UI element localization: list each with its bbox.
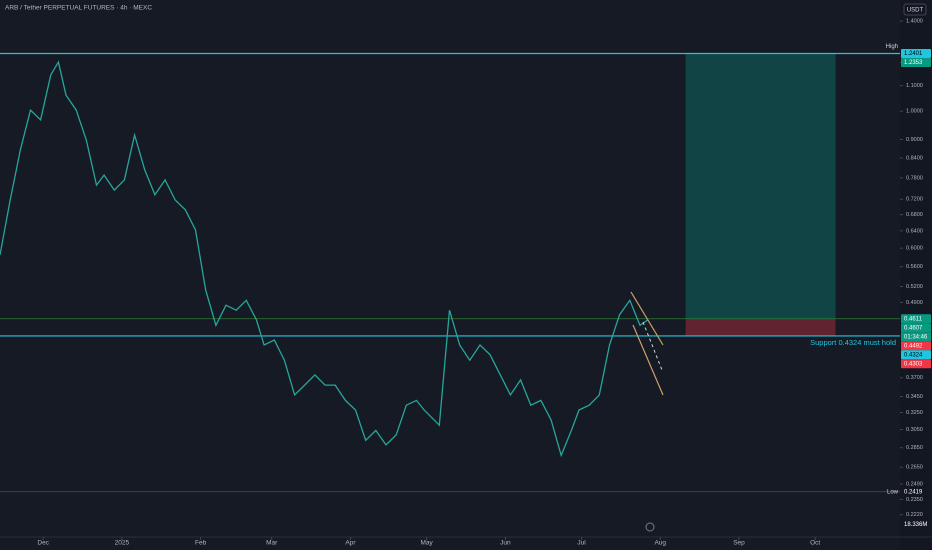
y-tick-label: 0.3700: [906, 375, 923, 381]
currency[interactable]: USDT: [907, 8, 924, 14]
y-tick-label: 1.0000: [906, 109, 923, 115]
y-tick-label: 0.3250: [906, 410, 923, 416]
y-tick-label: 0.6800: [906, 212, 923, 218]
countdown: 01:34:46: [904, 334, 928, 340]
x-tick-label: Dec: [37, 540, 49, 547]
stop-zone: [685, 318, 836, 336]
y-tick-label: 0.6000: [906, 246, 923, 252]
projection: [642, 321, 663, 371]
y-tick-label: 0.3050: [906, 427, 923, 433]
price-tag-label: 0.4324: [904, 352, 923, 358]
price-tag: [901, 487, 931, 497]
price-tag: [901, 314, 931, 324]
high-label: High: [886, 44, 898, 50]
replay-icon[interactable]: [645, 522, 655, 532]
y-tick-label: 0.8400: [906, 155, 923, 161]
price-tag-label: 0.2419: [904, 489, 923, 495]
price-tag-label: 0.4492: [904, 343, 923, 349]
wedge-line: [630, 291, 664, 346]
price-axis: [900, 0, 932, 550]
wedge-line: [632, 324, 664, 396]
plot: [0, 52, 900, 493]
y-tick-label: 0.2350: [906, 497, 923, 503]
price-tag-label: 0.4611: [904, 316, 923, 322]
price-tag-label: 1.2353: [904, 60, 923, 66]
y-tick-label: 0.9000: [906, 137, 923, 143]
chart-title: ARB / Tether PERPETUAL FUTURES · 4h · ME…: [5, 5, 152, 12]
target-zone: [685, 53, 836, 319]
countdown-box: [901, 332, 931, 342]
price-tag: [901, 49, 931, 59]
x-tick-label: Feb: [195, 540, 207, 547]
volume-tag: [901, 520, 931, 529]
y-tick-label: 1.1000: [906, 83, 923, 89]
y-tick-label: 0.7800: [906, 175, 923, 181]
low-label: Low: [887, 489, 899, 495]
y-tick-label: 0.2490: [906, 481, 923, 487]
x-tick-label: 2025: [115, 540, 130, 547]
price-line: [0, 60, 648, 458]
y-tick-label: 0.2850: [906, 445, 923, 451]
y-tick-label: 0.2650: [906, 465, 923, 471]
x-tick-label: Mar: [266, 540, 278, 547]
annotation: Support 0.4324 must hold: [810, 338, 896, 347]
x-tick-label: Sep: [733, 540, 745, 547]
price-tag: [901, 350, 931, 360]
price-tag-label: 1.2401: [904, 51, 923, 57]
price-tag: [901, 58, 931, 68]
price-tag: [901, 323, 931, 333]
y-tick-label: 0.2220: [906, 512, 923, 518]
price-tag: [901, 359, 931, 369]
y-tick-label: 0.4900: [906, 300, 923, 306]
y-tick-label: 0.6400: [906, 228, 923, 234]
price-tag-label: 0.4303: [904, 361, 923, 367]
y-tick-label: 0.5200: [906, 284, 923, 290]
volume-label: 18.336M: [904, 522, 927, 528]
x-tick-label: Oct: [810, 540, 820, 547]
y-tick-label: 0.5600: [906, 264, 923, 270]
currency-button[interactable]: [903, 3, 927, 16]
x-tick-label: Jul: [577, 540, 586, 547]
price-tag: [901, 341, 931, 351]
price-tag-label: 0.4607: [904, 325, 923, 331]
x-tick-label: Aug: [654, 540, 666, 547]
x-tick-label: May: [420, 540, 433, 547]
y-tick-label: 0.7200: [906, 197, 923, 203]
y-tick-label: 0.3450: [906, 394, 923, 400]
x-tick-label: Apr: [345, 540, 356, 547]
y-tick-label: 1.4000: [906, 18, 923, 24]
x-tick-label: Jun: [500, 540, 511, 547]
